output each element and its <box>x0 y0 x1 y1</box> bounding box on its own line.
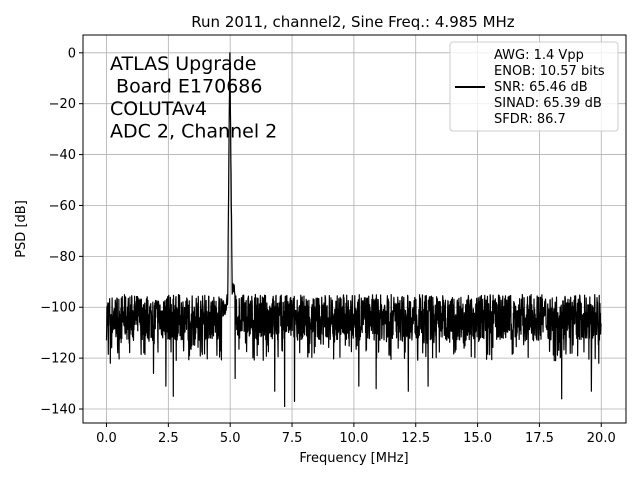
x-tick-label: 17.5 <box>525 431 554 446</box>
x-tick-label: 12.5 <box>401 431 430 446</box>
y-axis-label: PSD [dB] <box>14 200 29 258</box>
x-tick-label: 15.0 <box>463 431 492 446</box>
legend-entry: ENOB: 10.57 bits <box>494 64 605 79</box>
y-tick-label: −140 <box>40 403 76 418</box>
legend-entry: SFDR: 86.7 <box>494 112 566 127</box>
y-axis-ticks: 0 −20 −40 −60 −80 −100 −120 −140 <box>40 46 83 418</box>
y-tick-label: −80 <box>49 250 76 265</box>
x-tick-label: 7.5 <box>282 431 303 446</box>
legend-entry: AWG: 1.4 Vpp <box>494 48 584 63</box>
x-tick-label: 20.0 <box>587 431 616 446</box>
plot-frame <box>82 34 627 424</box>
x-tick-label: 10.0 <box>339 431 368 446</box>
y-tick-label: −40 <box>49 148 76 163</box>
annotation-line: ADC 2, Channel 2 <box>110 121 277 143</box>
x-tick-label: 2.5 <box>158 431 179 446</box>
y-tick-label: −60 <box>49 199 76 214</box>
legend-box <box>449 41 619 132</box>
annotation-line: COLUTAv4 <box>110 98 207 120</box>
y-tick-label: −120 <box>40 352 76 367</box>
chart-title: Run 2011, channel2, Sine Freq.: 4.985 MH… <box>191 13 515 31</box>
x-tick-label: 5.0 <box>220 431 241 446</box>
y-tick-label: 0 <box>68 46 76 61</box>
y-tick-label: −100 <box>40 301 76 316</box>
x-axis-ticks: 0.0 2.5 5.0 7.5 10.0 12.5 15.0 17.5 20.0 <box>96 423 616 446</box>
legend-entry: SINAD: 65.39 dB <box>494 96 602 111</box>
x-tick-label: 0.0 <box>96 431 117 446</box>
annotation-line: Board E170686 <box>110 76 262 98</box>
psd-trace <box>105 52 602 408</box>
x-axis-label: Frequency [MHz] <box>299 451 408 466</box>
y-tick-label: −20 <box>49 97 76 112</box>
legend-entry: SNR: 65.46 dB <box>494 80 588 95</box>
annotation-line: ATLAS Upgrade <box>110 53 256 75</box>
